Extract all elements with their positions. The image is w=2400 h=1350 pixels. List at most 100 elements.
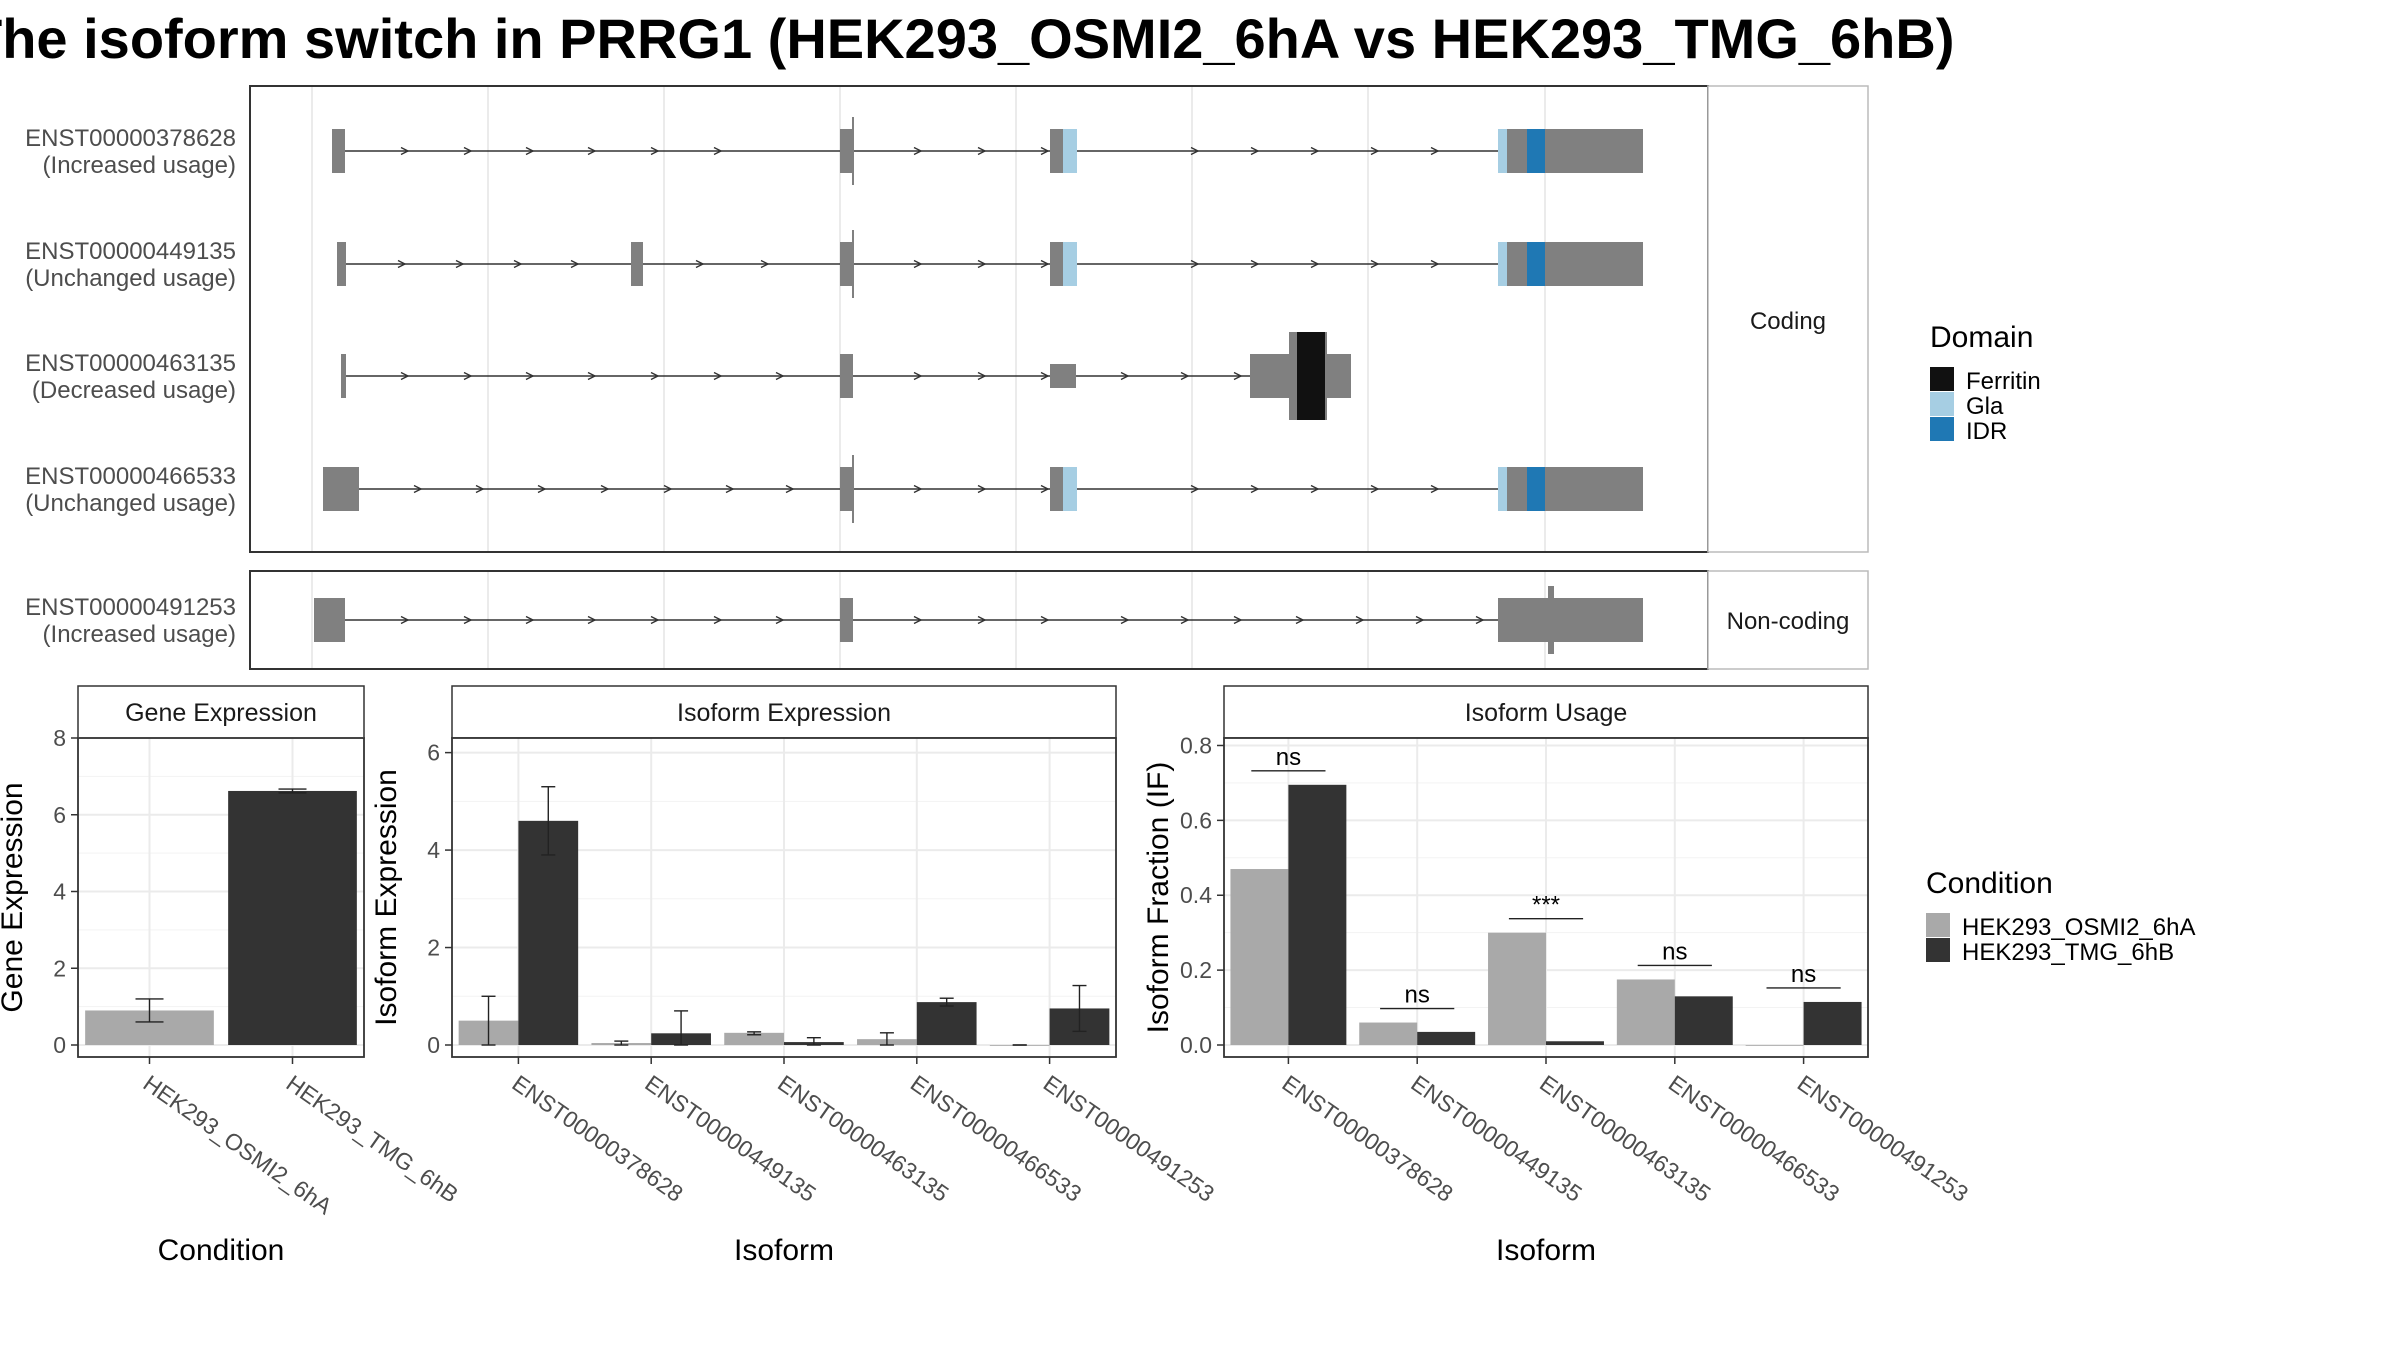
bar	[1417, 1031, 1476, 1045]
y-tick-label: 0	[427, 1032, 440, 1058]
intron-direction-arrow	[400, 371, 410, 381]
bar	[1359, 1022, 1418, 1045]
legend-label-gla: Gla	[1966, 393, 2004, 420]
intron-direction-arrow	[650, 146, 660, 156]
intron-direction-arrow	[713, 371, 723, 381]
chart-title: Isoform Usage	[1465, 699, 1628, 727]
exon	[840, 354, 853, 398]
y-axis-title: Gene Expression	[0, 782, 29, 1012]
y-tick-label: 6	[53, 802, 66, 828]
bar	[1488, 932, 1546, 1045]
intron-direction-arrow	[1310, 484, 1320, 494]
intron-direction-arrow	[977, 615, 987, 625]
legend-label-osmi2: HEK293_OSMI2_6hA	[1962, 914, 2195, 941]
y-tick-label: 6	[427, 740, 440, 766]
coding-strip	[1707, 85, 1869, 553]
intron-direction-arrow	[713, 146, 723, 156]
isoform-usage-label: (Unchanged usage)	[25, 265, 236, 292]
domain-segment	[1063, 467, 1077, 511]
y-tick-label: 2	[427, 935, 440, 961]
condition-legend: Condition HEK293_OSMI2_6hA HEK293_TMG_6h…	[1926, 867, 2195, 966]
intron-direction-arrow	[695, 259, 705, 269]
exon	[1548, 586, 1554, 654]
y-tick-label: 0.6	[1180, 807, 1212, 833]
intron-direction-arrow	[1310, 146, 1320, 156]
bar	[1288, 784, 1347, 1045]
intron-direction-arrow	[713, 615, 723, 625]
intron-direction-arrow	[397, 259, 407, 269]
bar	[1616, 979, 1675, 1045]
chart-title: Gene Expression	[125, 699, 317, 727]
intron-direction-arrow	[775, 615, 785, 625]
isoform-id-label: ENST00000378628	[25, 125, 236, 152]
chart-isoform-expression: Isoform Expression0246ENST00000378628ENS…	[370, 685, 1219, 1267]
intron-direction-arrow	[1190, 484, 1200, 494]
transcript-ENST00000449135: ENST00000449135(Unchanged usage)	[25, 230, 1643, 298]
intron-direction-arrow	[455, 259, 465, 269]
intron-direction-arrow	[913, 259, 923, 269]
y-tick-label: 2	[53, 955, 66, 981]
intron-direction-arrow	[725, 484, 735, 494]
isoform-usage-label: (Unchanged usage)	[25, 490, 236, 517]
legend-swatch-osmi2	[1926, 913, 1950, 937]
intron-direction-arrow	[977, 146, 987, 156]
isoform-usage-label: (Increased usage)	[43, 152, 236, 179]
exon	[852, 230, 854, 298]
legend-label-tmg: HEK293_TMG_6hB	[1962, 939, 2174, 966]
domain-segment	[1527, 467, 1545, 511]
significance-label: ns	[1405, 982, 1430, 1009]
x-axis-title: Isoform	[1496, 1234, 1596, 1267]
intron-direction-arrow	[977, 259, 987, 269]
expression-charts: Gene Expression02468HEK293_OSMI2_6hAHEK2…	[0, 685, 1973, 1267]
isoform-usage-label: (Increased usage)	[43, 621, 236, 648]
bar	[1745, 1045, 1804, 1046]
y-tick-label: 0	[53, 1032, 66, 1058]
intron-direction-arrow	[913, 371, 923, 381]
intron-direction-arrow	[1040, 615, 1050, 625]
intron-direction-arrow	[463, 615, 473, 625]
intron-direction-arrow	[400, 615, 410, 625]
exon	[314, 598, 345, 642]
y-tick-label: 4	[53, 879, 66, 905]
exon	[337, 242, 346, 286]
exon	[852, 117, 854, 185]
intron-direction-arrow	[1250, 484, 1260, 494]
intron-direction-arrow	[775, 371, 785, 381]
bar	[1803, 1001, 1862, 1045]
significance-label: ***	[1532, 892, 1560, 919]
y-tick-label: 0.0	[1180, 1032, 1212, 1058]
significance-label: ns	[1791, 961, 1816, 988]
intron-direction-arrow	[1310, 259, 1320, 269]
chart-isoform-usage: Isoform Usagensns***nsns0.00.20.40.60.8E…	[1142, 685, 1973, 1267]
bar	[518, 820, 579, 1045]
intron-direction-arrow	[1250, 146, 1260, 156]
intron-direction-arrow	[587, 146, 597, 156]
intron-direction-arrow	[1120, 371, 1130, 381]
noncoding-strip	[1707, 570, 1869, 670]
intron-direction-arrow	[1233, 615, 1243, 625]
intron-direction-arrow	[1355, 615, 1365, 625]
intron-direction-arrow	[570, 259, 580, 269]
exon	[631, 242, 643, 286]
exon	[1498, 467, 1643, 511]
domain-legend-title: Domain	[1930, 321, 2033, 354]
intron-direction-arrow	[1430, 146, 1440, 156]
domain-segment	[1527, 129, 1545, 173]
bar	[1674, 996, 1733, 1045]
condition-legend-title: Condition	[1926, 867, 2053, 900]
intron-direction-arrow	[1475, 615, 1485, 625]
intron-direction-arrow	[600, 484, 610, 494]
coding-facet-panel	[249, 85, 1709, 553]
y-tick-label: 4	[427, 837, 440, 863]
exon	[1498, 242, 1643, 286]
x-axis-title: Condition	[158, 1234, 285, 1267]
intron-direction-arrow	[525, 615, 535, 625]
legend-swatch-gla	[1930, 392, 1954, 416]
isoform-id-label: ENST00000466533	[25, 463, 236, 490]
intron-direction-arrow	[650, 615, 660, 625]
legend-label-ferritin: Ferritin	[1966, 368, 2041, 395]
intron-direction-arrow	[1370, 484, 1380, 494]
significance-label: ns	[1662, 938, 1687, 965]
intron-direction-arrow	[1295, 615, 1305, 625]
